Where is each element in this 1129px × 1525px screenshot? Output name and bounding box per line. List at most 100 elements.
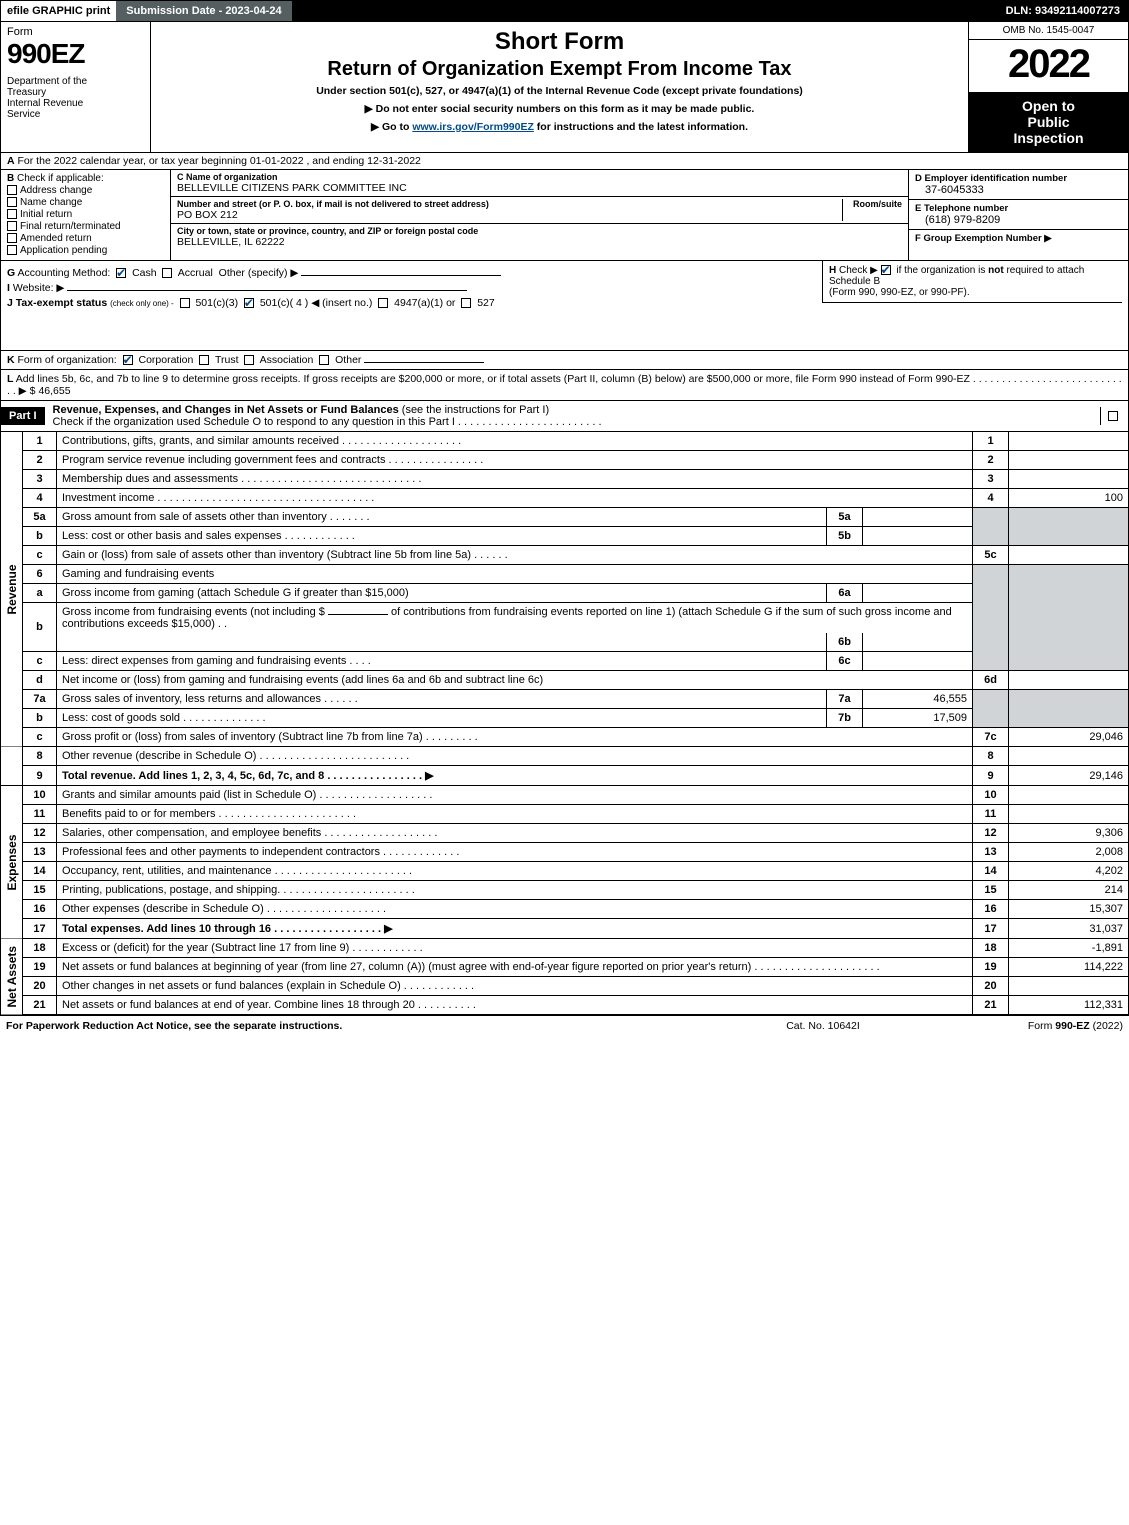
part1-checkbox[interactable] [1100,407,1128,425]
open-public-box: Open toPublicInspection [969,92,1128,152]
part1-paren: (see the instructions for Part I) [402,404,549,416]
chk-initial[interactable]: Initial return [7,209,164,220]
checkbox-icon[interactable] [7,245,17,255]
chk-name[interactable]: Name change [7,197,164,208]
j-o1: 501(c)(3) [195,297,238,309]
website-input[interactable] [67,290,467,291]
checkbox-icon[interactable] [7,233,17,243]
part1-title: Revenue, Expenses, and Changes in Net As… [53,404,399,416]
line-amount: 29,046 [1009,728,1129,747]
inner-amount [863,584,973,603]
line-amount [1009,747,1129,766]
checkbox-icon[interactable] [162,268,172,278]
inner-amount [863,527,973,546]
checkbox-icon[interactable] [7,221,17,231]
line-num: c [23,652,57,671]
row-h-t3: (Form 990, 990-EZ, or 990-PF). [829,287,970,298]
submission-date: Submission Date - 2023-04-24 [116,1,291,21]
street-row: Number and street (or P. O. box, if mail… [171,197,908,224]
line-numcol: 9 [973,766,1009,786]
row-i-label: I [7,282,10,294]
line-desc: Excess or (deficit) for the year (Subtra… [57,939,973,958]
col-c: C Name of organization BELLEVILLE CITIZE… [171,170,908,260]
inner-amount [863,652,973,671]
checkbox-icon[interactable] [7,209,17,219]
row-g-text: Accounting Method: [18,267,111,279]
efile-label[interactable]: efile GRAPHIC print [1,1,116,21]
table-row: 15 Printing, publications, postage, and … [1,881,1129,900]
line-num: 4 [23,489,57,508]
row-l: L Add lines 5b, 6c, and 7b to line 9 to … [0,370,1129,401]
shade-cell [973,690,1009,728]
row-i-text: Website: ▶ [13,282,65,294]
table-row: 4 Investment income . . . . . . . . . . … [1,489,1129,508]
line-desc: Printing, publications, postage, and shi… [57,881,973,900]
chk-pending[interactable]: Application pending [7,245,164,256]
subtitle: Under section 501(c), 527, or 4947(a)(1)… [159,85,960,97]
irs-link[interactable]: www.irs.gov/Form990EZ [412,121,534,133]
line-desc: Net income or (loss) from gaming and fun… [57,671,973,690]
line-num: 7a [23,690,57,709]
line-num: c [23,546,57,565]
line-desc-cont [57,633,827,652]
line-amount: 100 [1009,489,1129,508]
checkbox-icon[interactable] [7,185,17,195]
checkbox-icon[interactable] [378,298,388,308]
checkbox-icon[interactable] [244,298,254,308]
line-amount: 29,146 [1009,766,1129,786]
checkbox-icon[interactable] [116,268,126,278]
k-assoc: Association [260,354,314,366]
table-row: 5a Gross amount from sale of assets othe… [1,508,1129,527]
line-desc: Investment income . . . . . . . . . . . … [57,489,973,508]
inner-num: 7b [827,709,863,728]
col-b: B Check if applicable: Address change Na… [1,170,171,260]
shade-cell [1009,565,1129,671]
street-label: Number and street (or P. O. box, if mail… [177,199,842,209]
col-b-heading: Check if applicable: [17,173,104,184]
checkbox-icon[interactable] [199,355,209,365]
table-row: 6 Gaming and fundraising events [1,565,1129,584]
contrib-input[interactable] [328,614,388,615]
inner-num: 6a [827,584,863,603]
rows-ghij: H Check ▶ if the organization is not req… [0,261,1129,351]
table-row: 7a Gross sales of inventory, less return… [1,690,1129,709]
table-row: d Net income or (loss) from gaming and f… [1,671,1129,690]
checkbox-icon[interactable] [319,355,329,365]
line-a: A For the 2022 calendar year, or tax yea… [0,153,1129,170]
table-row: 21 Net assets or fund balances at end of… [1,996,1129,1015]
line-numcol: 8 [973,747,1009,766]
city-value: BELLEVILLE, IL 62222 [177,236,478,248]
chk-amended[interactable]: Amended return [7,233,164,244]
line-numcol: 18 [973,939,1009,958]
line-num: 17 [23,919,57,939]
line-numcol: 19 [973,958,1009,977]
line-numcol: 3 [973,470,1009,489]
line-num: 5a [23,508,57,527]
k-other-input[interactable] [364,362,484,363]
line-amount: -1,891 [1009,939,1129,958]
line-num: b [23,603,57,652]
checkbox-icon[interactable] [461,298,471,308]
row-h-label: H [829,265,836,276]
checkbox-icon[interactable] [7,197,17,207]
line-numcol: 4 [973,489,1009,508]
shade-cell [973,508,1009,546]
chk-address[interactable]: Address change [7,185,164,196]
checkbox-icon[interactable] [123,355,133,365]
checkbox-icon[interactable] [881,265,891,275]
part1-header-row: Part I Revenue, Expenses, and Changes in… [0,401,1129,432]
checkbox-icon[interactable] [180,298,190,308]
line-num: 20 [23,977,57,996]
line-num: 6 [23,565,57,584]
other-input[interactable] [301,275,501,276]
line-num: 9 [23,766,57,786]
inner-num: 5b [827,527,863,546]
chk-final[interactable]: Final return/terminated [7,221,164,232]
part1-label: Part I [1,407,45,425]
inner-num: 6b [827,633,863,652]
row-k-text: Form of organization: [18,354,117,366]
checkbox-icon[interactable] [244,355,254,365]
line-num: 2 [23,451,57,470]
checkbox-icon[interactable] [1108,411,1118,421]
col-def: D Employer identification number 37-6045… [908,170,1128,260]
